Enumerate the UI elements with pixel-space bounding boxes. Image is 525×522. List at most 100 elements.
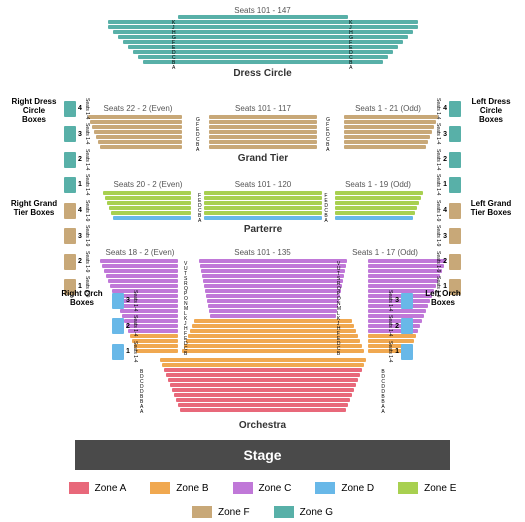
legend-label: Zone E (424, 483, 456, 494)
parterre-right-block (335, 191, 423, 220)
box-seat (64, 203, 76, 219)
seat-row (164, 368, 362, 372)
seat-row (344, 120, 436, 124)
legend-label: Zone B (176, 483, 208, 494)
parterre-center-block (204, 191, 322, 220)
parterre-rowletters-left: FEDCBA (198, 194, 202, 224)
box-seat (401, 344, 413, 360)
seat-row (188, 334, 358, 338)
seat-row (96, 135, 182, 139)
seat-row (209, 135, 317, 139)
seat-row (90, 120, 182, 124)
seat-row (190, 329, 356, 333)
seat-row (344, 130, 432, 134)
legend-label: Zone C (259, 483, 292, 494)
grand-tier-left-block (88, 115, 182, 149)
orchestra-label: Orchestra (0, 420, 525, 431)
legend-item: Zone D (315, 482, 374, 494)
legend-swatch (315, 482, 335, 494)
seat-row (100, 145, 182, 149)
legend-item: Zone G (274, 506, 333, 518)
parterre-center-range: Seats 101 - 120 (203, 180, 323, 189)
seat-row (88, 115, 182, 119)
seat-row (123, 40, 403, 44)
seat-row (102, 264, 178, 268)
seat-row (194, 319, 352, 323)
seat-row (344, 125, 434, 129)
seat-row (172, 388, 354, 392)
seat-row (344, 145, 426, 149)
box-group-label: Left Orch Boxes (419, 290, 467, 308)
seating-chart: Seats 101 - 147 Dress Circle KJHGFEDCBA … (0, 0, 525, 522)
seat-row (113, 216, 191, 220)
grand-tier-center-block (209, 115, 317, 149)
seat-row (335, 196, 421, 200)
grand-tier-rowletters-right: GFEDCBA (326, 118, 330, 153)
box-seat (449, 101, 461, 117)
seat-row (201, 269, 345, 273)
left-dress-circle-boxes: Seats 1-44Seats 1-43Seats 1-42Seats 1-41… (435, 98, 515, 196)
seat-row (104, 269, 178, 273)
seat-row (199, 259, 347, 263)
orchestra-rowletters-right: VUTSRQPONMLKJHFEDCB (337, 262, 341, 357)
stage: Stage (75, 440, 450, 470)
seat-row (335, 216, 413, 220)
legend-label: Zone A (95, 483, 127, 494)
seat-row (204, 191, 322, 195)
seat-row (180, 408, 346, 412)
legend-swatch (274, 506, 294, 518)
seat-row (162, 363, 364, 367)
box-seat (64, 152, 76, 168)
seat-row (203, 279, 343, 283)
seat-row (335, 201, 419, 205)
parterre-left-block (103, 191, 191, 220)
seat-row (204, 201, 322, 205)
right-dress-circle-boxes: Right Dress Circle Boxes4Seats 1-43Seats… (10, 98, 90, 196)
left-grand-tier-boxes: Seats 1-94Seats 1-93Seats 1-92Seats 1-91… (435, 200, 515, 298)
seat-row (178, 15, 348, 19)
seat-row (107, 201, 191, 205)
seat-row (170, 383, 356, 387)
seat-row (344, 135, 430, 139)
box-seat (64, 101, 76, 117)
seat-row (209, 130, 317, 134)
seat-row (134, 344, 178, 348)
box-seat (64, 254, 76, 270)
legend-label: Zone D (341, 483, 374, 494)
seat-row (109, 206, 191, 210)
seat-row (174, 393, 352, 397)
box-seat (64, 126, 76, 142)
grand-tier-rowletters-left: GFEDCBA (196, 118, 200, 153)
orchestra-bottom-rows (155, 358, 370, 412)
seat-row (368, 284, 436, 288)
box-seat (449, 126, 461, 142)
seat-row (108, 279, 178, 283)
dress-circle-label: Dress Circle (100, 68, 425, 79)
seat-row (176, 398, 350, 402)
parterre-right-range: Seats 1 - 19 (Odd) (333, 180, 423, 189)
legend-item: Zone B (150, 482, 208, 494)
seat-row (204, 284, 342, 288)
legend-swatch (192, 506, 212, 518)
seat-row (105, 196, 191, 200)
legend-swatch (398, 482, 418, 494)
parterre-rowletters-right: FEDCBA (324, 194, 328, 224)
box-seat (64, 228, 76, 244)
seat-row (209, 120, 317, 124)
seat-row (200, 264, 346, 268)
right-orch-boxes: Right Orch Boxes3Seats 1-42Seats 1-41Sea… (58, 290, 138, 362)
seat-row (210, 314, 336, 318)
seat-row (92, 125, 182, 129)
seat-row (209, 145, 317, 149)
seat-row (166, 373, 360, 377)
seat-row (335, 206, 417, 210)
seat-row (108, 25, 418, 29)
seat-row (209, 115, 317, 119)
seat-row (111, 211, 191, 215)
box-seat (401, 318, 413, 334)
seat-row (98, 140, 182, 144)
legend-item: Zone E (398, 482, 456, 494)
seat-row (186, 339, 360, 343)
legend-item: Zone F (192, 506, 250, 518)
box-seat (449, 203, 461, 219)
